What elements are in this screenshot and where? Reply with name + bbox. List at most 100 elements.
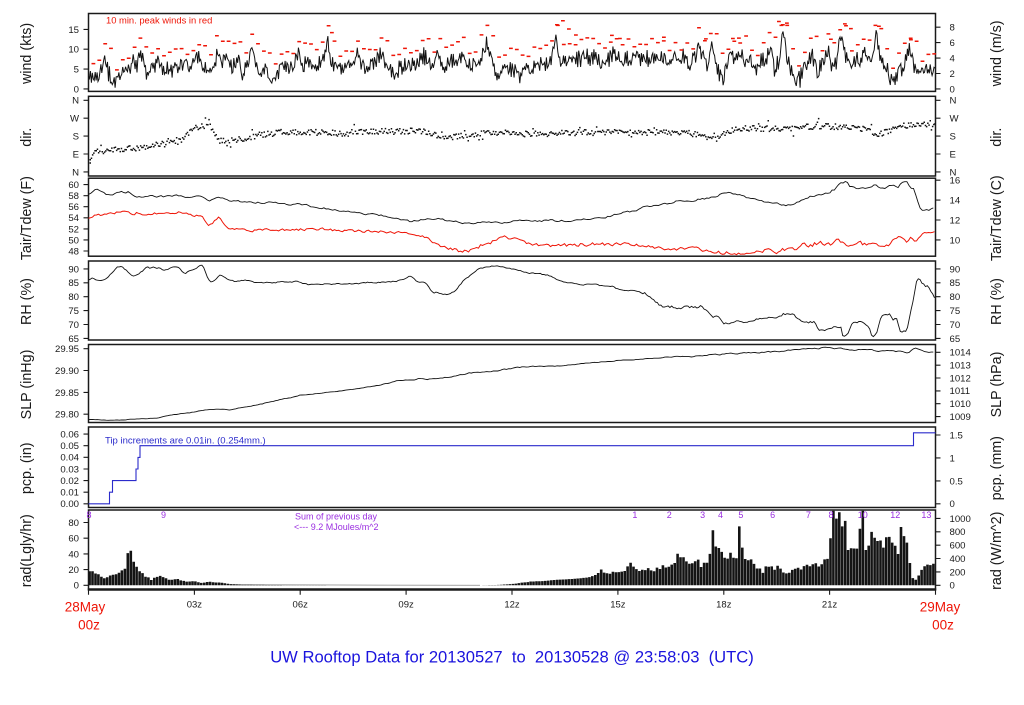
svg-text:80: 80 — [68, 292, 79, 303]
svg-text:Sum of previous day: Sum of previous day — [295, 512, 378, 522]
svg-text:E: E — [950, 149, 956, 160]
svg-text:50: 50 — [68, 235, 79, 246]
svg-text:00z: 00z — [78, 618, 100, 633]
svg-text:600: 600 — [950, 541, 966, 552]
svg-text:90: 90 — [68, 264, 79, 275]
svg-text:56: 56 — [68, 202, 79, 213]
svg-text:RH (%): RH (%) — [989, 278, 1005, 325]
svg-text:dir.: dir. — [19, 128, 35, 147]
svg-text:5: 5 — [74, 65, 79, 76]
svg-text:Tip increments are 0.01in. (0.: Tip increments are 0.01in. (0.254mm.) — [105, 436, 266, 447]
svg-text:dir.: dir. — [989, 128, 1005, 147]
svg-text:4: 4 — [718, 510, 723, 520]
svg-text:52: 52 — [68, 224, 79, 235]
svg-text:400: 400 — [950, 554, 966, 565]
svg-text:21z: 21z — [822, 600, 838, 611]
svg-text:8: 8 — [828, 510, 833, 520]
svg-text:1: 1 — [950, 453, 955, 464]
svg-text:<--- 9.2 MJoules/m^2: <--- 9.2 MJoules/m^2 — [294, 522, 379, 532]
svg-text:2: 2 — [950, 69, 955, 80]
svg-text:00z: 00z — [932, 618, 954, 633]
svg-text:0.03: 0.03 — [60, 464, 79, 475]
svg-text:70: 70 — [950, 320, 961, 331]
svg-text:1000: 1000 — [950, 514, 971, 525]
svg-text:W: W — [950, 114, 960, 125]
svg-text:RH (%): RH (%) — [19, 278, 35, 325]
svg-text:03z: 03z — [187, 600, 203, 611]
svg-text:10 min. peak winds in red: 10 min. peak winds in red — [106, 15, 212, 26]
svg-text:75: 75 — [68, 306, 79, 317]
svg-text:90: 90 — [950, 264, 961, 275]
svg-text:1012: 1012 — [950, 373, 971, 384]
svg-text:wind (m/s): wind (m/s) — [989, 20, 1005, 87]
svg-text:29.95: 29.95 — [55, 344, 79, 355]
svg-text:85: 85 — [68, 278, 79, 289]
svg-text:58: 58 — [68, 191, 79, 202]
svg-text:1013: 1013 — [950, 361, 971, 372]
svg-text:12z: 12z — [504, 600, 520, 611]
svg-text:40: 40 — [68, 549, 79, 560]
svg-text:80: 80 — [68, 518, 79, 529]
svg-text:09z: 09z — [398, 600, 414, 611]
svg-text:0: 0 — [74, 84, 79, 95]
svg-text:48: 48 — [68, 246, 79, 257]
svg-text:70: 70 — [68, 320, 79, 331]
svg-text:0.04: 0.04 — [60, 453, 79, 464]
svg-text:14: 14 — [950, 196, 961, 207]
svg-text:pcp. (mm): pcp. (mm) — [989, 436, 1005, 500]
svg-text:UW Rooftop Data for 20130527: UW Rooftop Data for 20130527 to 20130528… — [270, 648, 754, 667]
svg-text:0: 0 — [74, 581, 79, 592]
svg-text:E: E — [73, 149, 79, 160]
svg-text:1014: 1014 — [950, 348, 972, 359]
svg-text:SLP (inHg): SLP (inHg) — [19, 350, 35, 420]
svg-text:13: 13 — [921, 510, 931, 520]
svg-text:60: 60 — [68, 180, 79, 191]
svg-text:800: 800 — [950, 527, 966, 538]
svg-text:06z: 06z — [293, 600, 309, 611]
svg-text:15: 15 — [68, 25, 79, 36]
svg-text:2: 2 — [667, 510, 672, 520]
svg-text:7: 7 — [806, 510, 811, 520]
svg-text:29May: 29May — [920, 600, 961, 615]
svg-text:8: 8 — [86, 510, 91, 520]
svg-text:60: 60 — [68, 534, 79, 545]
svg-text:0.05: 0.05 — [60, 441, 79, 452]
svg-text:rad(Lgly/hr): rad(Lgly/hr) — [19, 514, 35, 587]
svg-text:0: 0 — [950, 581, 955, 592]
svg-text:Tair/Tdew (F): Tair/Tdew (F) — [19, 176, 35, 260]
svg-text:6: 6 — [950, 38, 955, 49]
svg-text:10: 10 — [950, 235, 961, 246]
svg-text:N: N — [72, 167, 79, 178]
svg-text:12: 12 — [950, 215, 961, 226]
svg-text:0.01: 0.01 — [60, 488, 79, 499]
svg-text:29.90: 29.90 — [55, 366, 79, 377]
svg-text:6: 6 — [770, 510, 775, 520]
svg-text:1: 1 — [632, 510, 637, 520]
svg-text:1011: 1011 — [950, 386, 971, 397]
svg-text:0.5: 0.5 — [950, 476, 963, 487]
svg-text:0.06: 0.06 — [60, 430, 79, 441]
svg-text:12: 12 — [890, 510, 900, 520]
svg-text:5: 5 — [738, 510, 743, 520]
svg-text:80: 80 — [950, 292, 961, 303]
svg-text:0: 0 — [950, 499, 955, 510]
svg-text:10: 10 — [858, 510, 868, 520]
svg-text:75: 75 — [950, 306, 961, 317]
svg-text:3: 3 — [700, 510, 705, 520]
svg-text:wind (kts): wind (kts) — [19, 23, 35, 85]
svg-text:20: 20 — [68, 565, 79, 576]
svg-text:0.02: 0.02 — [60, 476, 79, 487]
svg-text:65: 65 — [68, 334, 79, 345]
svg-text:1009: 1009 — [950, 412, 971, 423]
svg-text:85: 85 — [950, 278, 961, 289]
svg-text:W: W — [70, 114, 80, 125]
svg-text:pcp. (in): pcp. (in) — [19, 442, 35, 494]
svg-text:N: N — [72, 96, 79, 107]
svg-text:Tair/Tdew (C): Tair/Tdew (C) — [989, 175, 1005, 261]
svg-text:0.00: 0.00 — [60, 499, 79, 510]
svg-text:8: 8 — [950, 23, 955, 34]
svg-text:15z: 15z — [610, 600, 626, 611]
svg-text:0: 0 — [950, 84, 955, 95]
svg-text:9: 9 — [161, 510, 166, 520]
svg-text:10: 10 — [68, 45, 79, 56]
